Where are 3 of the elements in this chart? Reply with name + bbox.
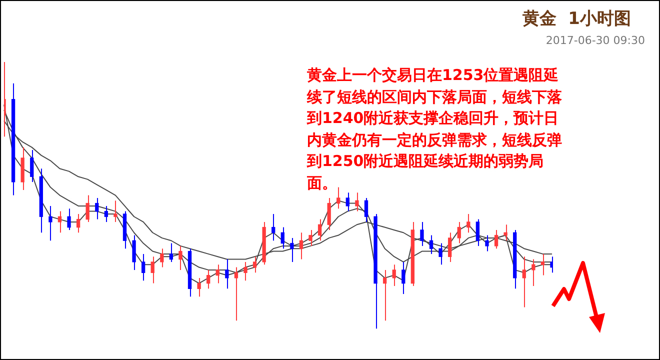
chart-title: 黄金 1小时图 xyxy=(522,8,631,30)
text: 2017-06-30 09:30 xyxy=(546,34,645,47)
annotation: 黄金上一个交易日在1253位置遇阻延续了短线的区间内下落局面，短线下落到1240附近获支撑企稳回升，预计日内黄金仍有一定的反弹需求，短线反弹到1250附近遇阻延续近期的弱势局面。 xyxy=(307,65,563,194)
